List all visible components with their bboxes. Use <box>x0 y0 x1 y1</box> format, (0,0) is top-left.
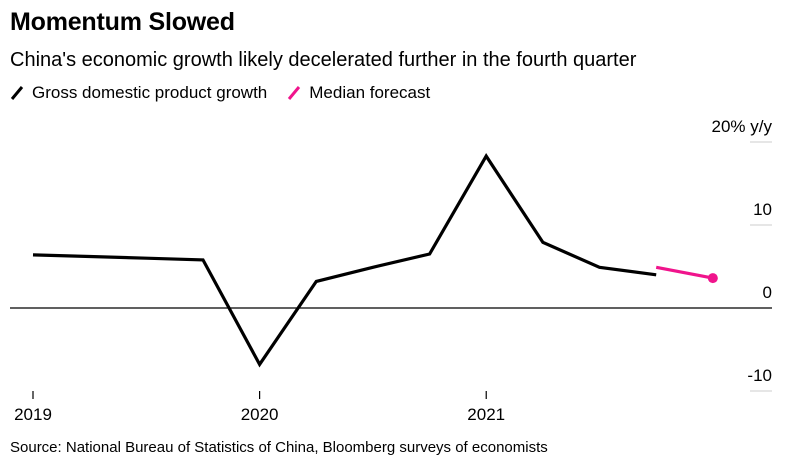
x-tick-label: 2020 <box>241 405 279 424</box>
forecast-data-point <box>707 273 718 284</box>
legend-label-forecast: Median forecast <box>309 83 431 102</box>
source-note: Source: National Bureau of Statistics of… <box>10 439 548 456</box>
legend-swatch-forecast <box>288 86 301 100</box>
gdp-growth-line <box>32 153 657 368</box>
legend-label-gdp: Gross domestic product growth <box>32 83 268 102</box>
legend-swatch-gdp <box>10 86 24 100</box>
x-tick-label: 2019 <box>14 405 52 424</box>
y-tick-label: -10 <box>747 366 772 385</box>
y-tick-label: 10 <box>753 200 772 219</box>
chart-title: Momentum Slowed <box>10 8 235 36</box>
y-tick-label: 20% y/y <box>712 117 773 136</box>
legend: Gross domestic product growth Median for… <box>10 83 450 103</box>
y-tick-label: 0 <box>763 283 772 302</box>
legend-item-forecast: Median forecast <box>287 83 430 103</box>
x-tick-label: 2021 <box>467 405 505 424</box>
legend-item-gdp: Gross domestic product growth <box>10 83 267 103</box>
forecast-line <box>655 265 714 280</box>
chart-subtitle: China's economic growth likely decelerat… <box>10 49 637 71</box>
